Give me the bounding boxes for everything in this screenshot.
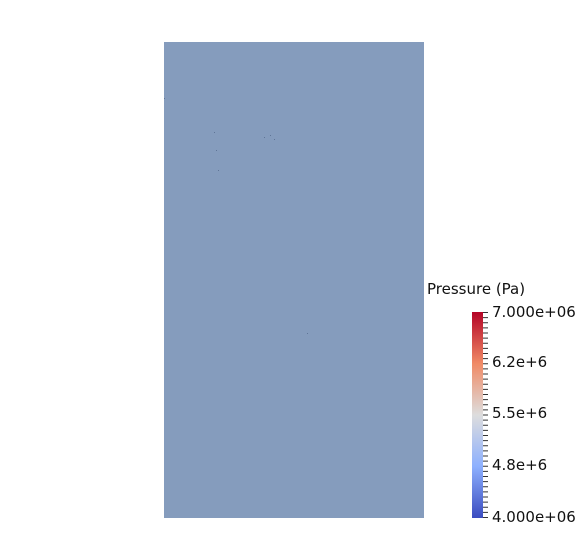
colorbar-ticks [483, 312, 488, 518]
pressure-field-domain [164, 42, 424, 518]
colorbar-gradient [472, 312, 483, 518]
scalar-bar-label: 4.8e+6 [492, 456, 548, 474]
scalar-bar-label: 6.2e+6 [492, 353, 548, 371]
speckle-artifacts [164, 98, 308, 334]
scalar-bar-max-label: 7.000e+06 [492, 303, 576, 321]
scalar-bar-title: Pressure (Pa) [427, 280, 526, 298]
colorbar [472, 312, 488, 518]
scalar-bar-label: 5.5e+6 [492, 404, 548, 422]
domain-fill [164, 42, 424, 518]
scalar-bar-min-label: 4.000e+06 [492, 508, 576, 526]
